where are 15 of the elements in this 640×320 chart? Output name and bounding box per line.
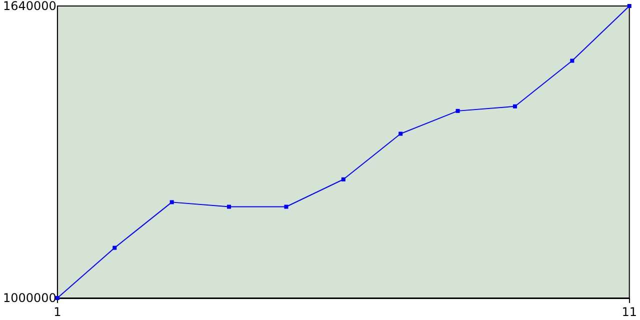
point (398, 132, 403, 136)
point (512, 104, 517, 108)
point (570, 58, 574, 63)
point (627, 4, 632, 8)
line-series (55, 4, 632, 300)
y-tick-label: 1640000 (2, 0, 56, 13)
point (112, 246, 117, 250)
point (341, 177, 346, 182)
x-tick-label: 11 (622, 305, 638, 319)
point (227, 204, 232, 209)
point (284, 204, 288, 209)
x-tick-label: 1 (54, 305, 62, 319)
point (170, 200, 174, 204)
point (456, 108, 460, 113)
y-tick-label: 1000000 (2, 291, 56, 305)
